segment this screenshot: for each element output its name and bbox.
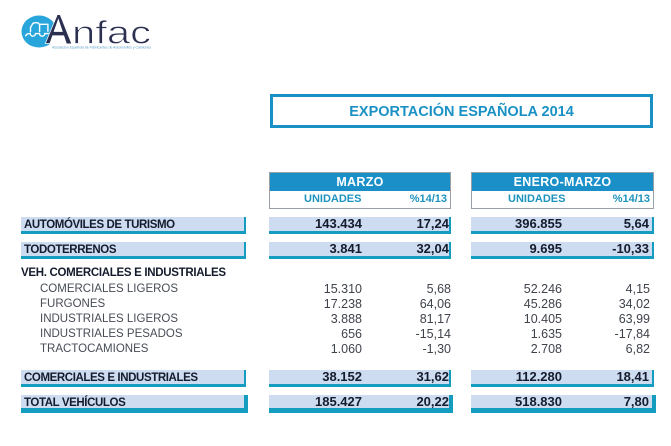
svg-text:Asociación Española de Fabrica: Asociación Española de Fabricantes de Au…	[52, 44, 151, 49]
svg-text:nfac: nfac	[72, 15, 151, 51]
